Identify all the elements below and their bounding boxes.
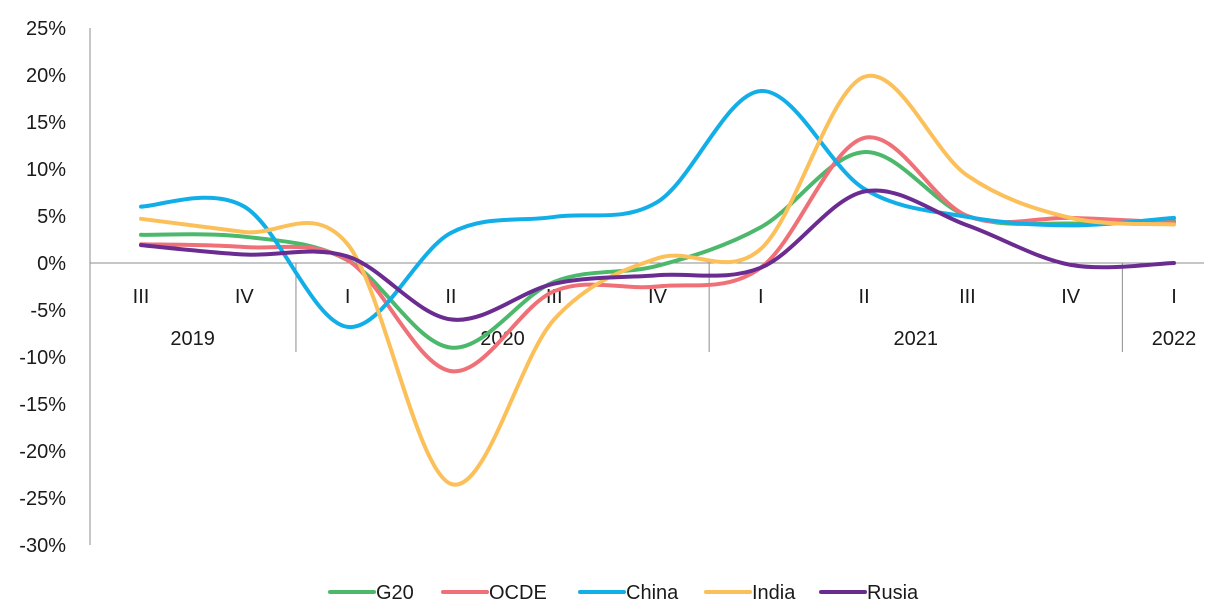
legend-label-china: China	[626, 582, 679, 601]
year-label: 2021	[894, 328, 939, 350]
legend-label-g20: G20	[376, 582, 414, 601]
legend-label-ocde: OCDE	[489, 582, 547, 601]
series-lines	[139, 73, 1176, 487]
y-tick-label: -10%	[19, 347, 66, 369]
y-tick-label: 10%	[26, 159, 66, 181]
x-tick-label: I	[758, 286, 764, 308]
year-label: 2019	[170, 328, 215, 350]
y-tick-label: 15%	[26, 112, 66, 134]
legend: G20 OCDE China India Rusia	[328, 582, 919, 601]
y-tick-label: -25%	[19, 488, 66, 510]
x-tick-label: II	[859, 286, 870, 308]
legend-label-india: India	[752, 582, 796, 601]
x-tick-label: III	[959, 286, 976, 308]
year-label: 2022	[1152, 328, 1197, 350]
x-tick-label: I	[1171, 286, 1177, 308]
x-tick-label: II	[445, 286, 456, 308]
series-line-rusia	[139, 188, 1176, 322]
x-tick-label: IV	[648, 286, 668, 308]
y-tick-label: 0%	[37, 253, 66, 275]
x-tick-label: III	[133, 286, 150, 308]
y-axis: 25% 20% 15% 10% 5% 0% -5% -10% -15% -20% -25% -30%	[19, 18, 91, 557]
y-tick-label: 25%	[26, 18, 66, 40]
y-tick-label: -15%	[19, 394, 66, 416]
y-tick-label: 5%	[37, 206, 66, 228]
series-line-china	[139, 88, 1176, 329]
legend-label-rusia: Rusia	[867, 582, 919, 601]
x-tick-label: I	[345, 286, 351, 308]
y-tick-label: -5%	[30, 300, 66, 322]
x-tick-label: IV	[1061, 286, 1081, 308]
y-tick-label: -30%	[19, 535, 66, 557]
series-line-india	[139, 73, 1176, 487]
y-tick-label: -20%	[19, 441, 66, 463]
x-tick-label: IV	[235, 286, 255, 308]
y-tick-label: 20%	[26, 65, 66, 87]
